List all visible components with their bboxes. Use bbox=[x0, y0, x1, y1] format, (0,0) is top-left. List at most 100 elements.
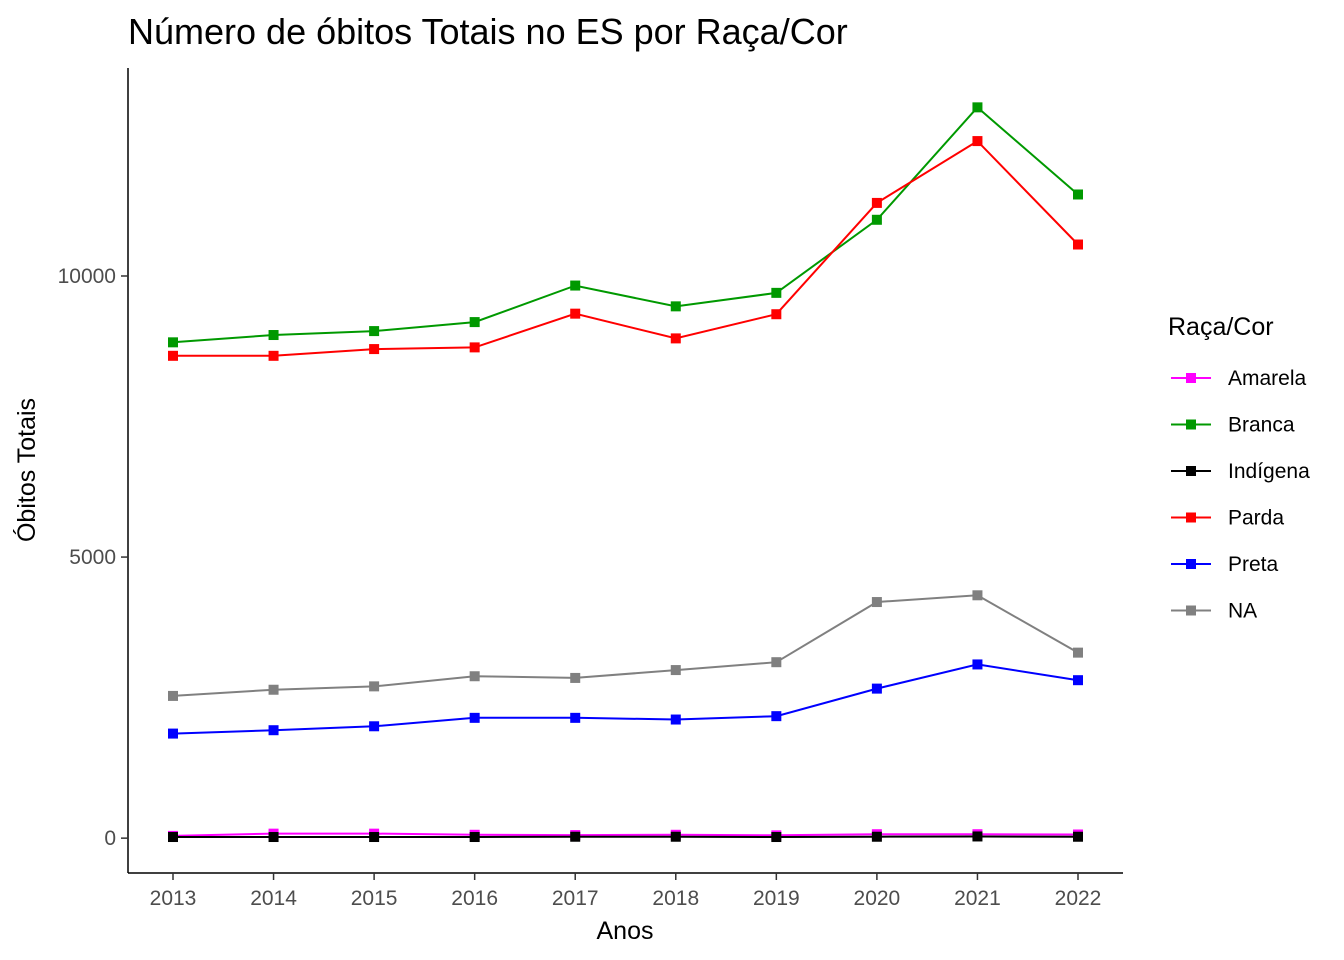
data-point bbox=[670, 831, 681, 842]
data-point bbox=[469, 317, 480, 328]
data-point bbox=[168, 832, 178, 843]
data-point bbox=[771, 832, 782, 843]
legend-items: Amarela Branca Indígena Parda Preta NA bbox=[1171, 367, 1310, 623]
series-indigena bbox=[168, 831, 1083, 843]
data-point bbox=[268, 684, 279, 695]
data-point bbox=[972, 831, 983, 842]
data-point bbox=[771, 309, 782, 320]
data-point bbox=[871, 597, 882, 608]
data-point bbox=[168, 337, 178, 348]
data-point bbox=[369, 681, 380, 692]
data-point bbox=[469, 342, 480, 353]
data-point bbox=[871, 683, 882, 694]
legend-label: Parda bbox=[1228, 507, 1284, 530]
y-axis-title: Óbitos Totais bbox=[12, 398, 41, 542]
legend-item: Indígena bbox=[1171, 460, 1310, 483]
legend-key-marker bbox=[1186, 466, 1196, 476]
x-axis-title: Anos bbox=[597, 917, 654, 945]
data-point bbox=[771, 657, 782, 668]
data-point bbox=[369, 832, 380, 843]
x-tick-label: 2020 bbox=[854, 887, 901, 910]
series-line bbox=[172, 663, 1079, 735]
data-point bbox=[1073, 189, 1083, 200]
data-point bbox=[871, 214, 882, 225]
legend-item: Parda bbox=[1171, 507, 1284, 530]
legend-key-marker bbox=[1186, 512, 1196, 523]
data-point bbox=[670, 714, 681, 725]
data-point bbox=[570, 672, 581, 683]
series-preta bbox=[168, 659, 1083, 739]
data-point bbox=[168, 690, 178, 701]
legend-label: NA bbox=[1228, 600, 1257, 623]
x-ticks: 2013 2014 2015 2016 2017 2018 2019 2020 2021 2022 bbox=[150, 873, 1102, 910]
data-point bbox=[469, 671, 480, 682]
series-amarela bbox=[168, 828, 1083, 841]
legend-item: Preta bbox=[1171, 553, 1279, 576]
series-line bbox=[173, 835, 1079, 839]
data-point bbox=[570, 308, 581, 319]
data-point bbox=[268, 832, 279, 843]
data-point bbox=[972, 102, 983, 113]
series-layer bbox=[168, 102, 1083, 843]
legend-label: Preta bbox=[1228, 553, 1279, 576]
data-point bbox=[1073, 675, 1083, 686]
legend-label: Branca bbox=[1228, 414, 1295, 437]
x-tick-label: 2018 bbox=[652, 887, 699, 910]
legend-key-marker bbox=[1186, 605, 1196, 616]
y-tick-label: 10000 bbox=[58, 265, 116, 288]
legend-item: NA bbox=[1171, 600, 1257, 623]
legend-item: Branca bbox=[1171, 414, 1295, 437]
data-point bbox=[871, 197, 882, 208]
legend-key-marker bbox=[1186, 419, 1196, 430]
data-point bbox=[268, 725, 279, 736]
data-point bbox=[670, 665, 681, 676]
data-point bbox=[168, 350, 178, 361]
series-branca bbox=[168, 102, 1083, 348]
legend: Raça/Cor Amarela Branca Indígena Parda Preta… bbox=[1168, 313, 1310, 623]
data-point bbox=[972, 590, 983, 601]
x-tick-label: 2015 bbox=[351, 887, 398, 910]
series-line bbox=[173, 139, 1079, 357]
data-point bbox=[771, 287, 782, 298]
chart-title: Número de óbitos Totais no ES por Raça/C… bbox=[128, 11, 848, 52]
data-point bbox=[570, 831, 581, 842]
x-tick-label: 2014 bbox=[250, 887, 297, 910]
series-line bbox=[172, 594, 1079, 697]
data-point bbox=[168, 728, 178, 739]
legend-label: Indígena bbox=[1228, 460, 1310, 483]
data-point bbox=[570, 280, 581, 291]
legend-key-marker bbox=[1186, 373, 1196, 383]
data-point bbox=[369, 721, 380, 732]
data-point bbox=[670, 333, 681, 344]
data-point bbox=[469, 832, 480, 843]
data-point bbox=[1073, 647, 1083, 658]
data-point bbox=[871, 831, 882, 842]
data-point bbox=[570, 712, 581, 723]
data-point bbox=[670, 301, 681, 312]
data-point bbox=[469, 712, 480, 723]
legend-label: Amarela bbox=[1228, 367, 1307, 390]
data-point bbox=[1073, 831, 1083, 842]
x-tick-label: 2022 bbox=[1055, 887, 1102, 910]
x-tick-label: 2021 bbox=[954, 887, 1001, 910]
data-point bbox=[972, 136, 983, 147]
legend-item: Amarela bbox=[1171, 367, 1307, 390]
data-point bbox=[268, 350, 279, 361]
y-tick-label: 5000 bbox=[69, 546, 116, 569]
plot-area bbox=[168, 102, 1083, 843]
series-line bbox=[172, 832, 1079, 837]
series-line bbox=[172, 105, 1079, 344]
y-ticks: 0 5000 10000 bbox=[58, 265, 128, 850]
legend-key-marker bbox=[1186, 559, 1196, 569]
x-tick-label: 2017 bbox=[552, 887, 599, 910]
data-point bbox=[972, 659, 983, 670]
series-parda bbox=[168, 136, 1083, 361]
x-tick-label: 2013 bbox=[150, 887, 197, 910]
data-point bbox=[1073, 239, 1083, 250]
series-na bbox=[168, 590, 1083, 701]
data-point bbox=[369, 344, 380, 355]
x-tick-label: 2019 bbox=[753, 887, 800, 910]
x-tick-label: 2016 bbox=[451, 887, 498, 910]
data-point bbox=[268, 330, 279, 341]
